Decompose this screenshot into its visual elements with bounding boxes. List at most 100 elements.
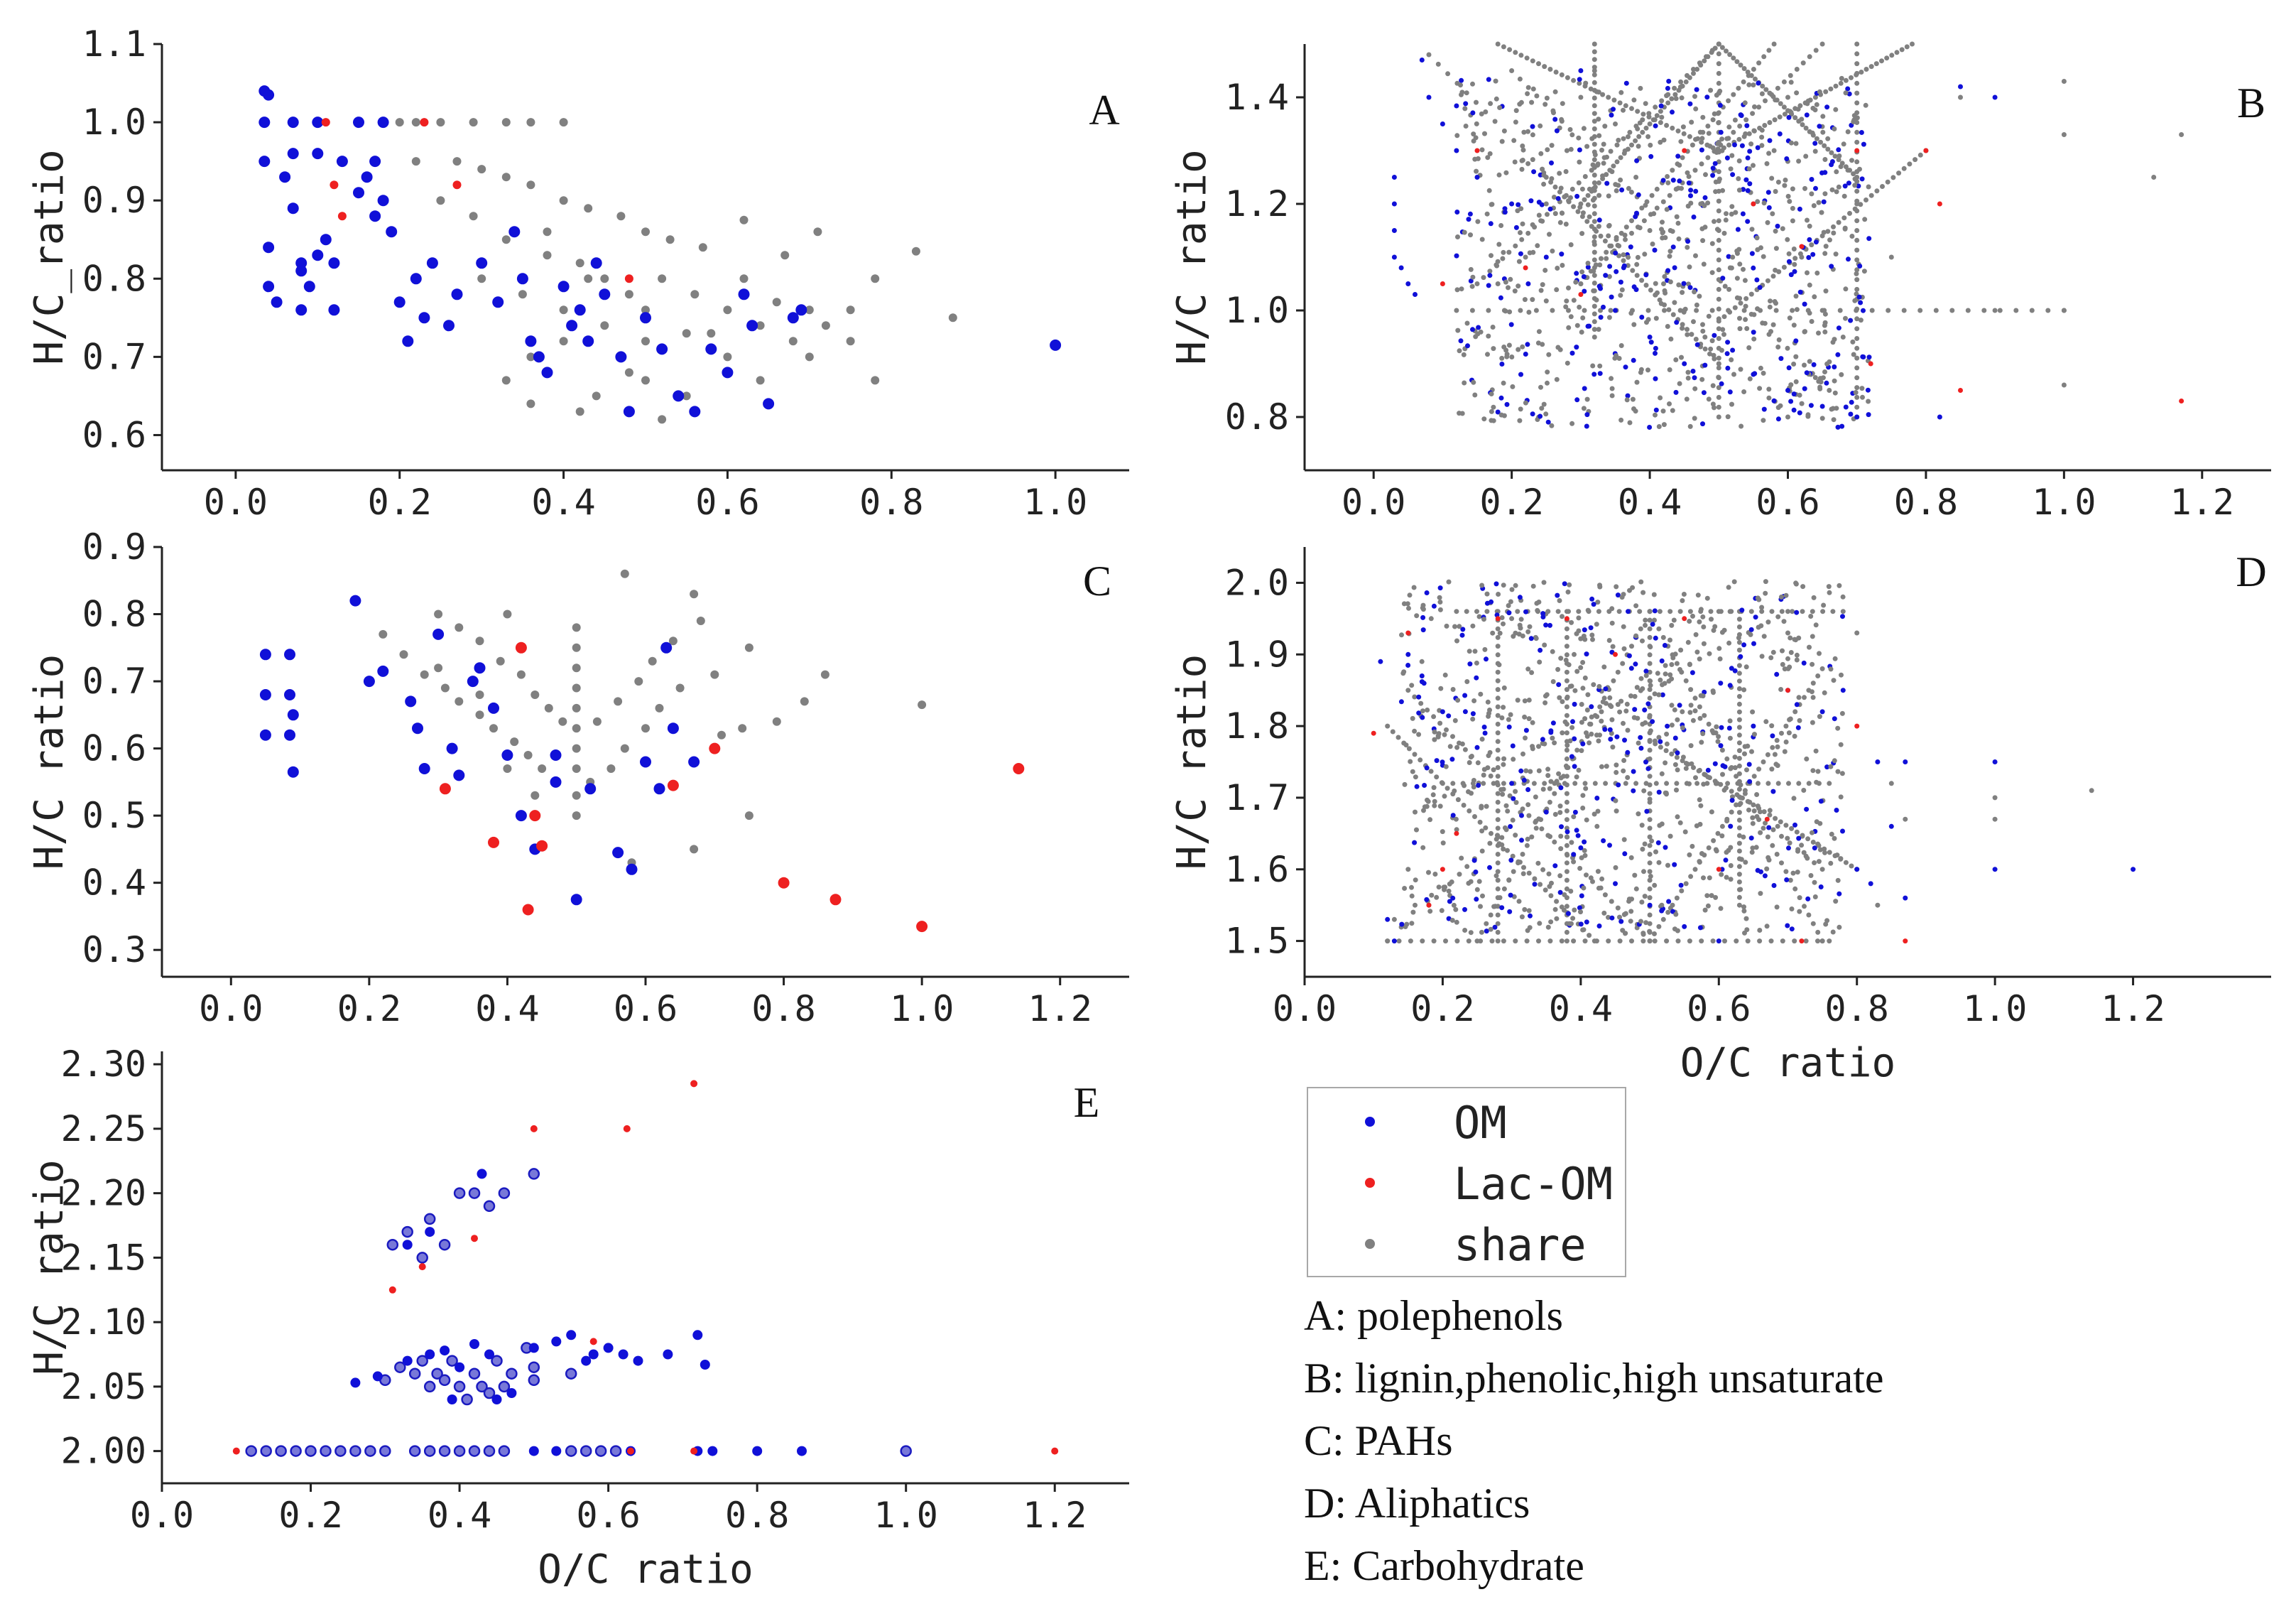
share-point: [1489, 830, 1494, 836]
om-point: [1476, 325, 1481, 330]
share-point: [1647, 834, 1653, 840]
share-point: [440, 683, 450, 693]
share-point: [1775, 85, 1780, 91]
share-point: [1609, 717, 1615, 722]
om-point: [501, 749, 513, 761]
share-point: [1580, 315, 1586, 320]
om-point: [1622, 851, 1628, 857]
share-point: [1793, 354, 1799, 359]
om-point: [1609, 915, 1615, 921]
share-point: [1658, 744, 1663, 750]
share-point: [1592, 327, 1597, 332]
om-point: [1806, 255, 1812, 260]
share-point: [1674, 895, 1680, 901]
share-point: [1530, 86, 1536, 92]
share-point: [1770, 649, 1776, 655]
share-point: [1451, 902, 1457, 908]
om-point: [1628, 244, 1633, 250]
share-point: [1549, 143, 1555, 148]
share-point: [1765, 752, 1770, 757]
share-point: [1773, 308, 1779, 313]
share-point: [1582, 938, 1588, 944]
share-point: [1571, 938, 1577, 944]
share-point: [1463, 124, 1469, 129]
share-point: [1616, 253, 1622, 259]
om-point: [1625, 749, 1631, 755]
om-point: [1584, 412, 1590, 418]
share-point: [423, 1445, 436, 1457]
share-point: [1637, 120, 1643, 126]
share-point: [1736, 833, 1742, 838]
share-point: [483, 1200, 496, 1213]
share-point: [1741, 266, 1746, 272]
share-point: [1680, 709, 1685, 715]
share-point: [1497, 630, 1503, 636]
share-point: [1592, 49, 1597, 55]
om-point: [1675, 750, 1680, 756]
share-point: [1736, 740, 1742, 746]
share-point: [1641, 931, 1646, 936]
share-point: [1838, 794, 1844, 800]
share-point: [1703, 172, 1708, 178]
share-point: [1590, 197, 1596, 203]
share-point: [531, 690, 540, 699]
share-point: [1700, 114, 1706, 120]
share-point: [1736, 894, 1742, 900]
om-point: [1525, 787, 1531, 792]
share-point: [1584, 143, 1590, 149]
share-point: [1567, 738, 1573, 744]
share-point: [1832, 337, 1837, 342]
share-point: [1788, 109, 1794, 115]
share-point: [1552, 839, 1557, 845]
share-point: [1866, 184, 1871, 190]
share-point: [572, 724, 581, 733]
share-point: [1650, 242, 1655, 247]
share-point: [1527, 250, 1533, 256]
share-point: [1553, 70, 1559, 75]
share-point: [1578, 94, 1584, 100]
share-point: [1449, 918, 1455, 923]
om-point: [1597, 371, 1603, 377]
om-point: [1744, 123, 1750, 129]
share-point: [641, 376, 650, 385]
share-point: [1719, 823, 1725, 829]
share-point: [1736, 624, 1742, 629]
share-point: [1719, 148, 1725, 153]
om-point: [1437, 585, 1443, 591]
share-point: [1510, 853, 1516, 859]
share-point: [320, 1445, 332, 1457]
om-point: [1789, 926, 1795, 932]
share-point: [1543, 700, 1548, 705]
om-point: [1607, 843, 1612, 848]
share-point: [1751, 336, 1757, 342]
om-point: [1523, 609, 1528, 614]
share-point: [1757, 928, 1763, 933]
share-point: [1783, 740, 1789, 744]
share-point: [1432, 872, 1438, 877]
share-point: [1777, 114, 1783, 120]
share-point: [1719, 629, 1725, 635]
share-point: [1805, 270, 1810, 276]
share-point: [1598, 308, 1603, 313]
share-point: [1401, 601, 1407, 607]
share-point: [1484, 591, 1490, 597]
om-point: [1558, 785, 1564, 791]
lac-om-point: [2179, 399, 2185, 404]
share-point: [468, 1445, 481, 1457]
share-point: [1795, 870, 1800, 875]
share-point: [1822, 323, 1827, 328]
om-point: [1992, 759, 1998, 764]
share-point: [1474, 121, 1479, 126]
share-point: [572, 683, 581, 693]
share-point: [1641, 590, 1646, 595]
om-point: [363, 676, 375, 688]
share-point: [1810, 921, 1816, 926]
x-tick-label: 0.2: [278, 1495, 342, 1536]
share-point: [1670, 655, 1676, 661]
om-point: [1607, 727, 1613, 732]
share-point: [1476, 879, 1482, 884]
share-point: [1750, 845, 1756, 851]
share-point: [498, 1380, 511, 1393]
om-point: [1574, 193, 1580, 199]
om-point: [1866, 236, 1872, 242]
